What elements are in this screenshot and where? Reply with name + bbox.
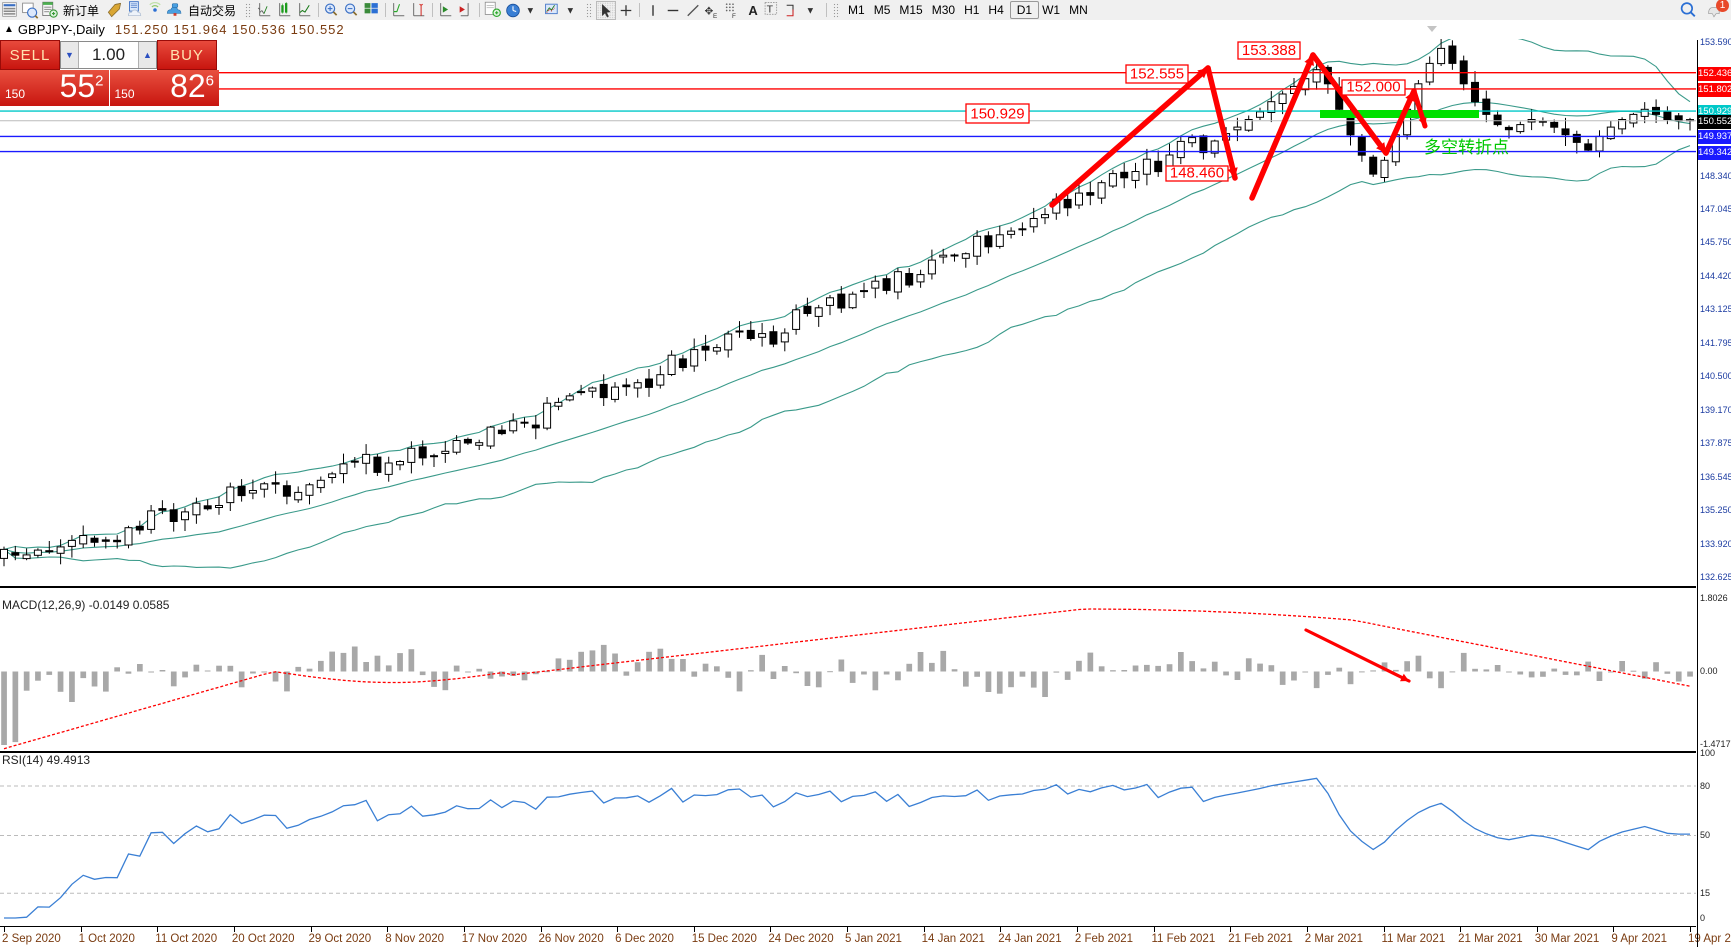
svg-text:▼: ▼ — [566, 5, 575, 16]
svg-text:T: T — [767, 3, 774, 15]
svg-text:▼: ▼ — [526, 5, 535, 16]
svg-text:F: F — [732, 12, 736, 19]
svg-text:▼: ▼ — [806, 5, 815, 16]
svg-text:E: E — [713, 12, 717, 19]
